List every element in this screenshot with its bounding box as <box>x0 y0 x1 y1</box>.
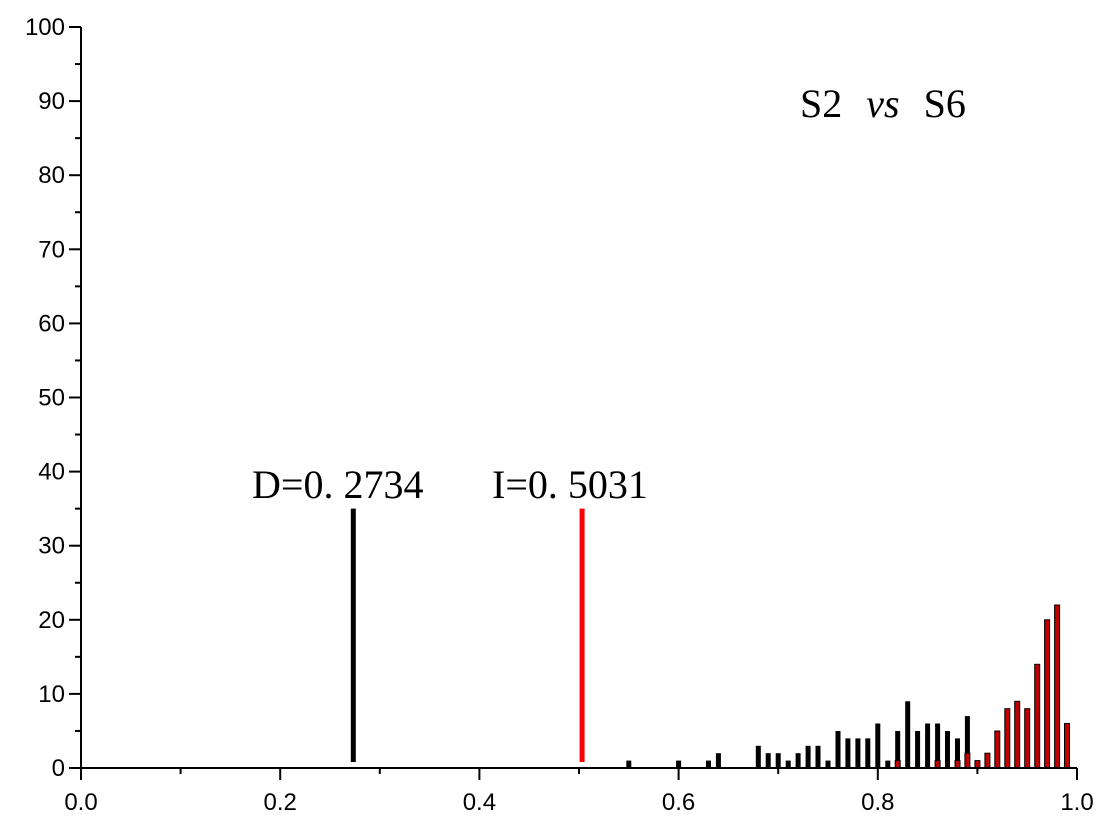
d-value-annotation: D=0. 2734 <box>252 462 423 507</box>
bar-series-2-x-0.92 <box>994 730 1001 769</box>
bar-series-2-x-0.97 <box>1044 619 1051 769</box>
bar-series-1-x-0.89 <box>964 716 970 768</box>
reference-lines <box>350 508 585 762</box>
bar-series-1-x-0.69 <box>765 753 771 768</box>
bar-series-2-x-0.96 <box>1034 663 1041 769</box>
bar-series-1-x-0.7 <box>775 753 781 768</box>
y-tick-label-0: 0 <box>52 755 65 782</box>
i-value-annotation: I=0. 5031 <box>492 462 648 507</box>
bar-series-1-x-0.87 <box>945 731 950 768</box>
y-tick-label-70: 70 <box>38 236 65 263</box>
bar-series-1-x-0.76 <box>835 731 841 768</box>
axes <box>69 26 1078 780</box>
bar-series-1-x-0.72 <box>795 753 801 768</box>
bar-series-1-x-0.75 <box>825 760 831 768</box>
plot-area <box>626 604 1070 769</box>
comparison-vs-label: vs <box>866 81 899 126</box>
x-tick-label-0: 0.0 <box>64 789 97 816</box>
bar-series-1-x-0.73 <box>805 745 811 768</box>
y-tick-label-50: 50 <box>38 385 65 412</box>
x-tick-label-0.4: 0.4 <box>463 789 496 816</box>
comparison-annotation: S2 vs S6 <box>800 81 966 126</box>
bar-series-1-x-0.82 <box>895 731 901 768</box>
y-tick-label-100: 100 <box>25 14 65 41</box>
bar-series-1-x-0.83 <box>905 701 911 768</box>
bar-series-1-x-0.85 <box>925 723 931 768</box>
bar-series-1-x-0.88 <box>955 738 960 768</box>
bar-series-2-x-0.86 <box>934 760 941 769</box>
bar-series-2-x-0.82 <box>894 760 901 769</box>
bar-series-2-x-0.91 <box>984 752 991 769</box>
bar-series-1-x-0.64 <box>715 753 721 768</box>
bar-series-1-x-0.86 <box>935 723 941 768</box>
y-tick-label-80: 80 <box>38 162 65 189</box>
bar-series-1-x-0.74 <box>815 745 821 768</box>
comparison-right-label: S6 <box>924 81 966 126</box>
y-tick-label-60: 60 <box>38 310 65 337</box>
bar-series-2-x-0.9 <box>974 760 981 769</box>
bar-series-1-x-0.81 <box>885 760 891 768</box>
bar-series-1-x-0.55 <box>626 760 632 768</box>
bar-series-1-x-0.77 <box>845 738 851 768</box>
bar-series-1-x-0.71 <box>785 760 791 768</box>
bar-series-2-x-0.89 <box>964 752 971 769</box>
x-tick-label-0.2: 0.2 <box>264 789 297 816</box>
tick-labels: 0 10 20 30 40 50 60 70 80 90 100 0.0 0.2 0.4 0.6 0.8 1.0 <box>25 14 1094 816</box>
y-tick-label-20: 20 <box>38 607 65 634</box>
bar-series-1-x-0.79 <box>865 738 871 768</box>
bar-series-1-x-0.68 <box>755 745 761 768</box>
x-tick-label-0.6: 0.6 <box>662 789 695 816</box>
bar-series-1-x-0.84 <box>915 731 921 768</box>
y-tick-label-10: 10 <box>38 681 65 708</box>
bar-series-2-x-0.99 <box>1064 723 1070 769</box>
x-tick-label-1: 1.0 <box>1060 789 1093 816</box>
bar-series-1-x-0.8 <box>875 723 881 768</box>
bar-series-2-x-0.94 <box>1014 700 1021 769</box>
bar-series-2-x-0.93 <box>1004 708 1011 769</box>
bar-series-2-x-0.95 <box>1024 708 1031 769</box>
bar-series-1-x-0.78 <box>855 738 861 768</box>
y-tick-label-30: 30 <box>38 533 65 560</box>
bar-series-1-x-0.63 <box>706 760 711 768</box>
bar-series-2-x-0.88 <box>954 760 961 769</box>
x-tick-label-0.8: 0.8 <box>861 789 894 816</box>
comparison-left-label: S2 <box>800 81 842 126</box>
y-tick-label-90: 90 <box>38 88 65 115</box>
bar-series-2-x-0.98 <box>1054 604 1061 769</box>
y-tick-label-40: 40 <box>38 459 65 486</box>
bar-series-1-x-0.6 <box>676 760 682 768</box>
